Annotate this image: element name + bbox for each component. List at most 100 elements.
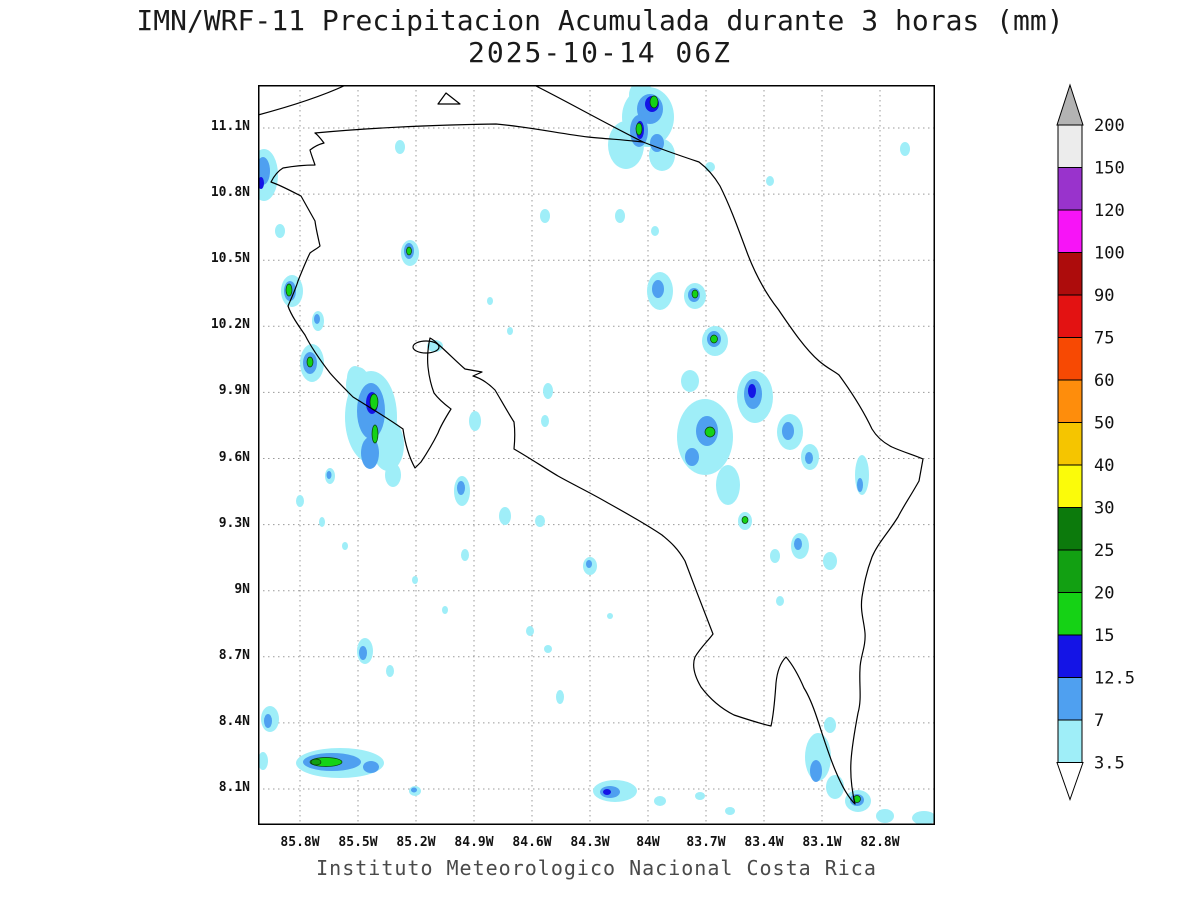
- precip-cell: [710, 334, 718, 344]
- precipitation-map: [258, 85, 935, 825]
- colorbar-label: 25: [1094, 541, 1114, 561]
- lat-tick-label: 11.1N: [210, 119, 250, 134]
- lon-tick-label: 84.9W: [454, 835, 494, 850]
- precip-cell: [461, 549, 469, 561]
- precip-cell: [442, 606, 448, 614]
- precip-cell: [649, 95, 659, 109]
- colorbar-label: 120: [1094, 201, 1125, 221]
- lat-tick-label: 10.8N: [210, 185, 250, 201]
- precip-cell: [258, 752, 268, 770]
- colorbar-label: 12.5: [1094, 669, 1135, 689]
- colorbar-segment-3.5-7: [1057, 719, 1083, 763]
- precip-cell: [395, 140, 405, 154]
- precip-cell: [776, 596, 784, 606]
- colorbar-label: 20: [1094, 584, 1114, 604]
- lat-tick-label: 8.7N: [218, 647, 250, 663]
- chira-island: [412, 340, 440, 354]
- lake-island: [437, 92, 461, 105]
- precip-cell: [363, 761, 379, 773]
- precip-cell: [857, 478, 863, 492]
- precip-cell: [540, 209, 550, 223]
- precip-cell: [326, 471, 332, 479]
- lat-tick-label: 9.3N: [218, 515, 250, 531]
- precip-cell: [541, 415, 549, 427]
- precip-cell: [526, 626, 534, 636]
- colorbar-label: 3.5: [1094, 754, 1125, 774]
- lat-tick-label: 10.5N: [210, 251, 250, 267]
- precip-cell: [826, 775, 844, 799]
- colorbar-label: 150: [1094, 159, 1125, 179]
- precip-cell: [651, 226, 659, 236]
- colorbar-segment-20-25: [1057, 549, 1083, 593]
- lon-tick-label: 84.3W: [570, 835, 610, 850]
- precip-cell: [556, 690, 564, 704]
- precip-cell: [876, 809, 894, 823]
- precip-cell: [586, 560, 592, 568]
- precip-cell: [499, 507, 511, 525]
- precip-cell: [543, 383, 553, 399]
- precip-cell: [741, 516, 749, 524]
- colorbar-segment-120-150: [1057, 167, 1083, 211]
- precip-cell: [457, 481, 465, 495]
- precip-cell: [782, 422, 794, 440]
- colorbar-label: 50: [1094, 414, 1114, 434]
- precip-cell: [695, 792, 705, 800]
- lake-nicaragua-shore: [258, 85, 347, 116]
- colorbar-label: 40: [1094, 456, 1114, 476]
- precip-cell: [314, 314, 320, 324]
- colorbar-segment-75-90: [1057, 294, 1083, 338]
- precip-cell: [319, 517, 325, 527]
- coastlines: [258, 85, 924, 805]
- precip-cell: [469, 411, 481, 431]
- precip-cell: [824, 717, 836, 733]
- colorbar-label: 15: [1094, 626, 1114, 646]
- costa-rica-coastline: [270, 85, 924, 805]
- colorbar-label: 100: [1094, 244, 1125, 264]
- precip-cell: [507, 327, 513, 335]
- lon-tick-label: 84W: [636, 835, 660, 850]
- lat-tick-label: 8.4N: [218, 713, 250, 729]
- colorbar-label: 90: [1094, 286, 1114, 306]
- precip-cell: [359, 646, 367, 660]
- lon-tick-label: 85.5W: [338, 835, 378, 850]
- colorbar-segment-40-50: [1057, 422, 1083, 466]
- precip-cell: [681, 370, 699, 392]
- colorbar-segment-30-40: [1057, 464, 1083, 508]
- precip-cell: [406, 246, 412, 256]
- colorbar-segment-50-60: [1057, 379, 1083, 423]
- precip-cell: [810, 760, 822, 782]
- colorbar-segment-90-100: [1057, 252, 1083, 296]
- precip-cell: [607, 613, 613, 619]
- chart-subtitle: 2025-10-14 06Z: [467, 36, 732, 69]
- precip-cell: [412, 576, 418, 584]
- lat-tick-label: 10.2N: [210, 317, 250, 333]
- colorbar-label: 7: [1094, 711, 1104, 731]
- map-plot-area: 11.1N 10.8N 10.5N 10.2N 9.9N 9.6N 9.3N 9N 8.7N 8.…: [211, 85, 935, 850]
- colorbar-label: 30: [1094, 499, 1114, 519]
- precip-cell: [685, 448, 699, 466]
- precip-cell: [487, 297, 493, 305]
- precip-cell: [275, 224, 285, 238]
- precip-cell: [603, 789, 611, 795]
- precipitation-shading: [258, 85, 935, 825]
- precip-cell: [654, 796, 666, 806]
- precip-cell: [770, 549, 780, 563]
- precip-cell: [650, 134, 664, 152]
- precip-cell: [310, 758, 322, 766]
- lon-tick-label: 82.8W: [860, 835, 900, 850]
- colorbar-segment-60-75: [1057, 337, 1083, 381]
- precip-cell: [361, 437, 379, 469]
- precip-cell: [704, 426, 716, 438]
- colorbar-segment-15-20: [1057, 592, 1083, 636]
- precip-cell: [794, 538, 802, 550]
- colorbar-label: 200: [1094, 116, 1125, 136]
- colorbar-arrow-top: [1056, 83, 1084, 126]
- lon-tick-label: 84.6W: [512, 835, 552, 850]
- precip-cell: [748, 384, 756, 398]
- lon-tick-label: 85.2W: [396, 835, 436, 850]
- chart-title: IMN/WRF-11 Precipitacion Acumulada duran…: [136, 4, 1064, 37]
- colorbar-arrow-bottom: [1056, 762, 1084, 802]
- colorbar-segment-7-12.5: [1057, 677, 1083, 721]
- precip-cell: [411, 787, 417, 793]
